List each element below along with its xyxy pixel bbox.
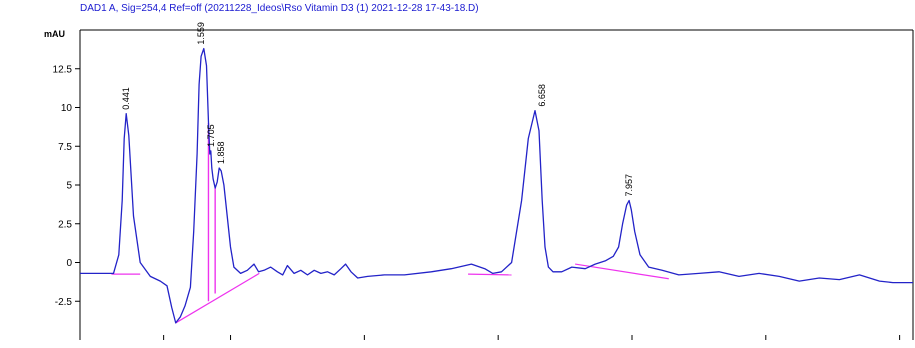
y-tick-label: -2.5 [55, 297, 73, 308]
y-tick-label: 7.5 [58, 142, 72, 153]
y-tick-label: 0 [66, 258, 72, 269]
peak-label: 7.957 [624, 174, 634, 197]
y-tick-label: 5 [66, 181, 72, 192]
baseline-segment [175, 272, 260, 324]
peak-label: 1.858 [216, 141, 226, 164]
signal-line [80, 47, 913, 324]
peak-label: 0.441 [121, 87, 131, 110]
y-tick-label: 2.5 [58, 219, 72, 230]
axes: mAU 12.5 10 7.5 5 2.5 0 -2.5 [44, 29, 914, 340]
baseline-segment [468, 273, 512, 276]
signal-trace [80, 47, 913, 324]
y-tick-label: 12.5 [53, 64, 73, 75]
peak-label: 1.705 [206, 124, 216, 147]
chart-title: DAD1 A, Sig=254,4 Ref=off (20211228_Ideo… [80, 3, 479, 14]
y-axis-unit-label: mAU [44, 29, 65, 39]
integration-baselines [111, 123, 669, 324]
peak-label: 1.559 [196, 22, 206, 45]
peak-label: 6.658 [537, 84, 547, 107]
y-tick-label: 10 [61, 103, 73, 114]
